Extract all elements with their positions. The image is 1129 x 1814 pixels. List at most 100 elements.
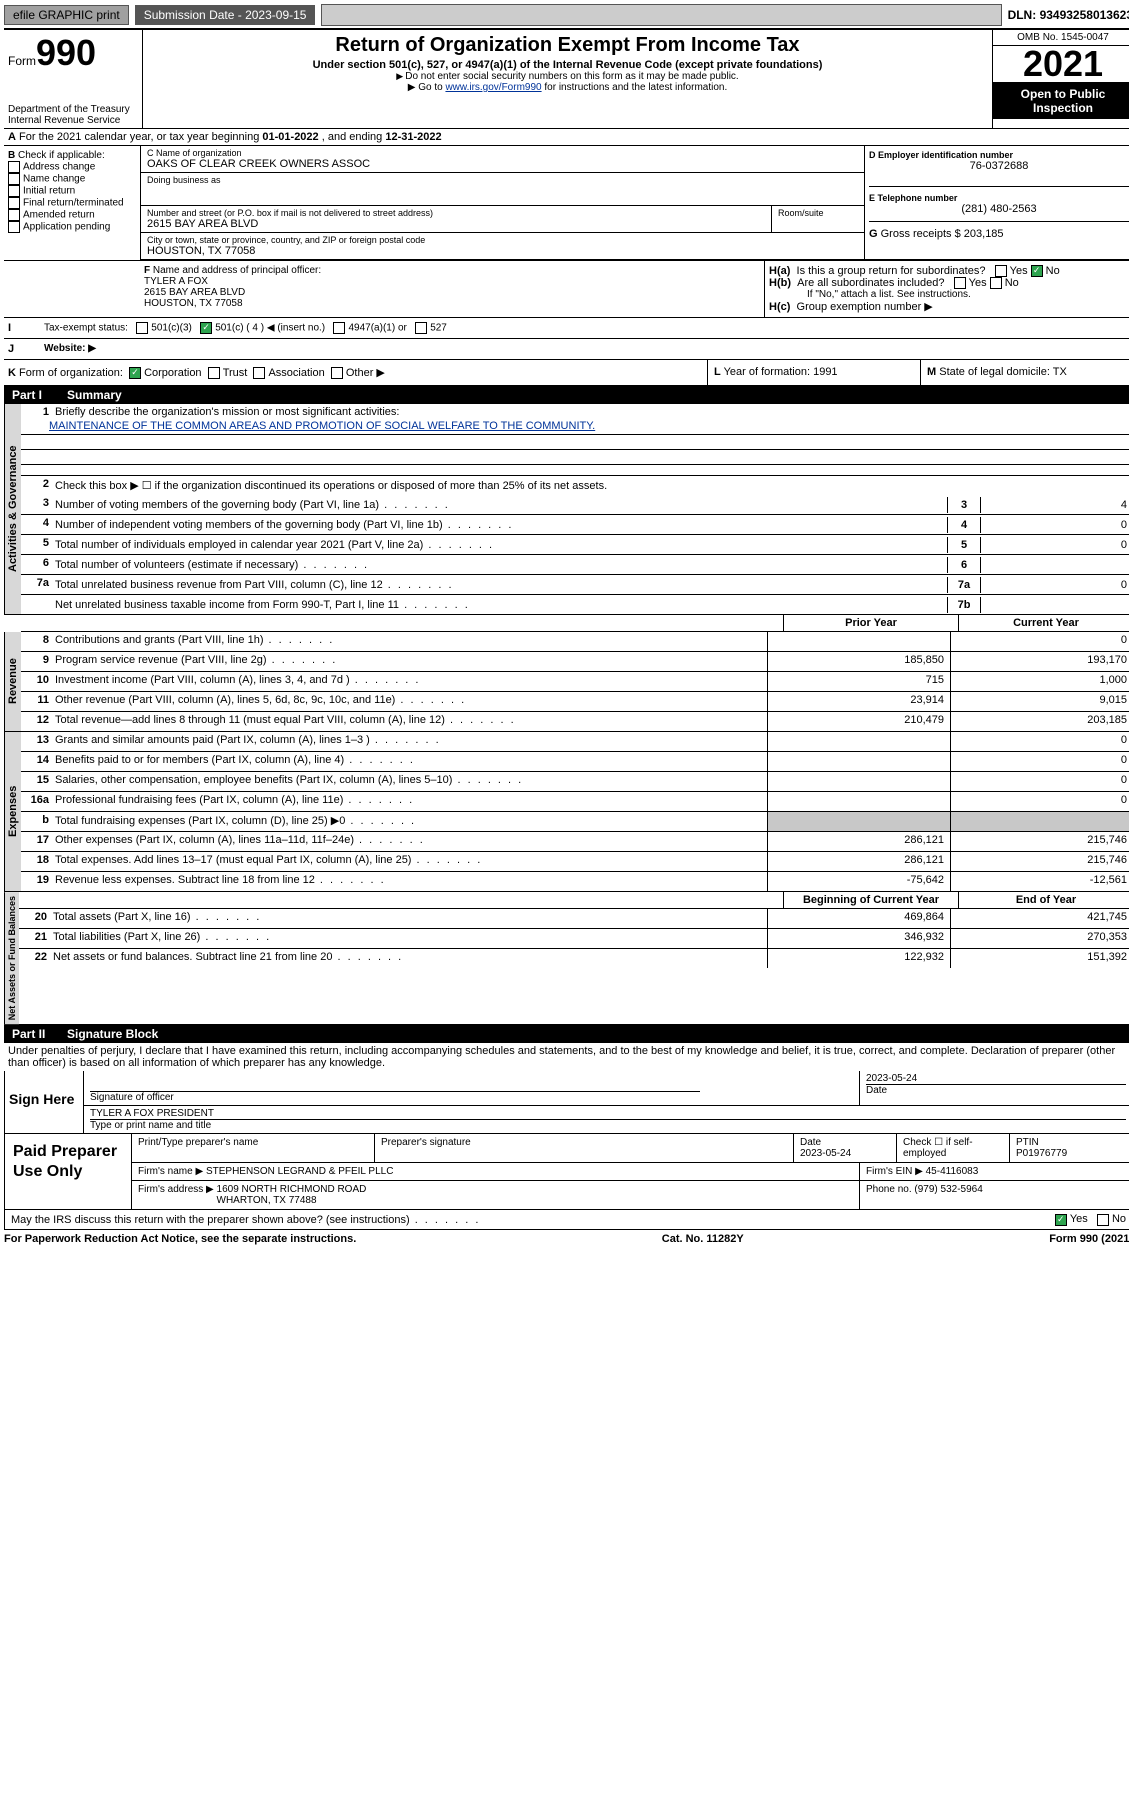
- ln-current: 0: [950, 772, 1129, 791]
- i-label: I: [8, 322, 11, 334]
- gov-text: Number of voting members of the governin…: [55, 497, 947, 513]
- instructions-link[interactable]: www.irs.gov/Form990: [445, 82, 541, 93]
- prep-sig-label: Preparer's signature: [375, 1134, 794, 1162]
- penalty-statement: Under penalties of perjury, I declare th…: [4, 1043, 1129, 1071]
- cb-other[interactable]: [331, 367, 343, 379]
- cb-name-change[interactable]: [8, 173, 20, 185]
- ln-prior: 185,850: [767, 652, 950, 671]
- cb-amended[interactable]: [8, 209, 20, 221]
- ln-current: 0: [950, 792, 1129, 811]
- sig-officer-label: Signature of officer: [90, 1092, 853, 1103]
- ln-text: Program service revenue (Part VIII, line…: [55, 652, 767, 671]
- ln-current: 9,015: [950, 692, 1129, 711]
- line-16a: 16a Professional fundraising fees (Part …: [21, 791, 1129, 811]
- cb-ha-yes[interactable]: [995, 265, 1007, 277]
- dln: DLN: 93493258013623: [1008, 8, 1129, 22]
- gov-box-n: 7a: [947, 577, 981, 593]
- b-item-4: Amended return: [23, 210, 95, 221]
- opt-527: 527: [430, 323, 447, 334]
- gov-line-4: 4 Number of independent voting members o…: [21, 514, 1129, 534]
- opt-501c3: 501(c)(3): [151, 323, 192, 334]
- b-heading: Check if applicable:: [18, 150, 105, 161]
- ln-text: Total assets (Part X, line 16): [53, 909, 767, 928]
- ln-n: 14: [21, 752, 55, 771]
- ptin-value: P01976779: [1016, 1148, 1067, 1159]
- ln-prior: [767, 732, 950, 751]
- street-value: 2615 BAY AREA BLVD: [147, 218, 765, 230]
- officer-city: HOUSTON, TX 77058: [144, 298, 243, 309]
- instructions-link-row: ▶ Go to www.irs.gov/Form990 for instruct…: [149, 82, 986, 93]
- cb-hb-no[interactable]: [990, 277, 1002, 289]
- dept-treasury: Department of the Treasury: [8, 104, 138, 115]
- cb-ha-no[interactable]: [1031, 265, 1043, 277]
- cb-app-pending[interactable]: [8, 221, 20, 233]
- c-name-label: C Name of organization: [147, 148, 858, 158]
- ln-n: b: [21, 812, 55, 831]
- ha-no: No: [1046, 265, 1060, 277]
- b-item-3: Final return/terminated: [23, 198, 124, 209]
- ln-n: 20: [19, 909, 53, 928]
- gov-n: 3: [21, 495, 55, 509]
- header-center: Return of Organization Exempt From Incom…: [143, 30, 993, 128]
- opt-4947: 4947(a)(1) or: [348, 323, 406, 334]
- cb-trust[interactable]: [208, 367, 220, 379]
- ln-current: 193,170: [950, 652, 1129, 671]
- k-label: K: [8, 367, 16, 379]
- gov-n: 4: [21, 515, 55, 529]
- mission-link[interactable]: MAINTENANCE OF THE COMMON AREAS AND PROM…: [49, 420, 595, 432]
- cb-501c3[interactable]: [136, 322, 148, 334]
- section-bcdeg: B Check if applicable: Address change Na…: [4, 146, 1129, 261]
- row-a-mid: , and ending: [322, 131, 386, 143]
- row-j: J Website: ▶: [4, 339, 1129, 360]
- dba-label: Doing business as: [147, 175, 858, 185]
- gov-box-v: 0: [981, 577, 1129, 593]
- gov-n: [21, 595, 55, 597]
- ha-label: H(a): [769, 265, 790, 277]
- footer-right: Form 990 (2021): [1049, 1233, 1129, 1245]
- cb-501c[interactable]: [200, 322, 212, 334]
- ln-prior: [767, 752, 950, 771]
- ln-current: 0: [950, 732, 1129, 751]
- firm-phone-label: Phone no.: [866, 1184, 912, 1195]
- form-subtitle: Under section 501(c), 527, or 4947(a)(1)…: [149, 59, 986, 71]
- line2-text: Check this box ▶ ☐ if the organization d…: [55, 477, 1129, 494]
- firm-ein-label: Firm's EIN ▶: [866, 1166, 923, 1177]
- state-domicile: TX: [1053, 366, 1067, 378]
- col-deg: D Employer identification number 76-0372…: [865, 146, 1129, 259]
- cb-discuss-no[interactable]: [1097, 1214, 1109, 1226]
- form-header: Form990 Department of the Treasury Inter…: [4, 28, 1129, 129]
- c-dba-block: Doing business as: [141, 173, 864, 206]
- rev-vlabel: Revenue: [4, 632, 21, 731]
- gov-text: Total number of volunteers (estimate if …: [55, 557, 947, 573]
- cb-corp[interactable]: [129, 367, 141, 379]
- b-item-0: Address change: [23, 162, 95, 173]
- ln-prior: 210,479: [767, 712, 950, 731]
- cb-address-change[interactable]: [8, 161, 20, 173]
- efile-print-button[interactable]: efile GRAPHIC print: [4, 5, 129, 25]
- gov-text: Total unrelated business revenue from Pa…: [55, 577, 947, 593]
- ln-text: Total liabilities (Part X, line 26): [53, 929, 767, 948]
- col-b: B Check if applicable: Address change Na…: [4, 146, 141, 260]
- line-22: 22 Net assets or fund balances. Subtract…: [19, 948, 1129, 968]
- cb-final-return[interactable]: [8, 197, 20, 209]
- ln-prior: 122,932: [767, 949, 950, 968]
- firm-label: Firm's name ▶: [138, 1166, 203, 1177]
- ln-n: 18: [21, 852, 55, 871]
- cb-4947[interactable]: [333, 322, 345, 334]
- part-1-header: Part I Summary: [4, 386, 1129, 404]
- irs-label: Internal Revenue Service: [8, 115, 138, 126]
- cb-527[interactable]: [415, 322, 427, 334]
- cb-assoc[interactable]: [253, 367, 265, 379]
- tax-year-begin: 01-01-2022: [262, 131, 318, 143]
- b-item-1: Name change: [23, 174, 85, 185]
- k-heading: Form of organization:: [19, 367, 123, 379]
- cb-initial-return[interactable]: [8, 185, 20, 197]
- line-21: 21 Total liabilities (Part X, line 26) 3…: [19, 928, 1129, 948]
- line-13: 13 Grants and similar amounts paid (Part…: [21, 732, 1129, 751]
- i-heading: Tax-exempt status:: [44, 323, 128, 334]
- ln-current: 270,353: [950, 929, 1129, 948]
- cb-discuss-yes[interactable]: [1055, 1214, 1067, 1226]
- cb-hb-yes[interactable]: [954, 277, 966, 289]
- submission-date-button[interactable]: Submission Date - 2023-09-15: [135, 5, 316, 25]
- ln-n: 21: [19, 929, 53, 948]
